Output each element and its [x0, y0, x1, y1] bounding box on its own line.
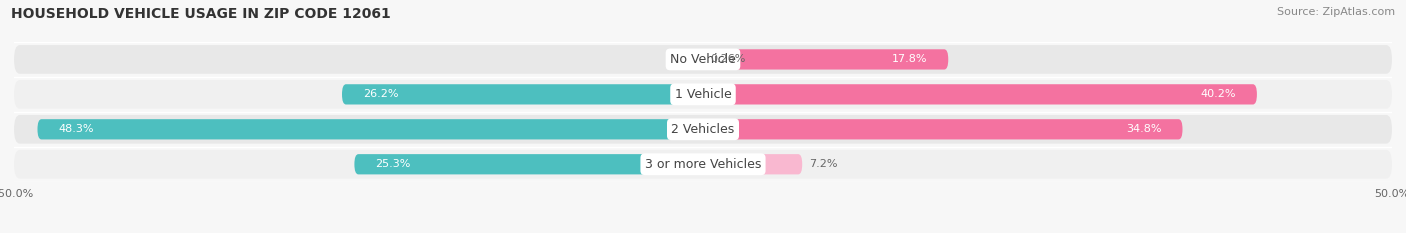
FancyBboxPatch shape — [342, 84, 703, 105]
FancyBboxPatch shape — [703, 84, 1257, 105]
Text: 0.26%: 0.26% — [710, 55, 745, 64]
Text: 25.3%: 25.3% — [375, 159, 411, 169]
Text: 7.2%: 7.2% — [808, 159, 838, 169]
Text: 26.2%: 26.2% — [363, 89, 398, 99]
Text: 34.8%: 34.8% — [1126, 124, 1161, 134]
Text: 3 or more Vehicles: 3 or more Vehicles — [645, 158, 761, 171]
FancyBboxPatch shape — [14, 115, 1392, 144]
Text: Source: ZipAtlas.com: Source: ZipAtlas.com — [1277, 7, 1395, 17]
Text: HOUSEHOLD VEHICLE USAGE IN ZIP CODE 12061: HOUSEHOLD VEHICLE USAGE IN ZIP CODE 1206… — [11, 7, 391, 21]
Text: No Vehicle: No Vehicle — [671, 53, 735, 66]
Text: 17.8%: 17.8% — [891, 55, 928, 64]
FancyBboxPatch shape — [699, 49, 703, 69]
Text: 2 Vehicles: 2 Vehicles — [672, 123, 734, 136]
FancyBboxPatch shape — [703, 119, 1182, 139]
FancyBboxPatch shape — [703, 49, 948, 69]
FancyBboxPatch shape — [14, 150, 1392, 179]
FancyBboxPatch shape — [14, 45, 1392, 74]
Text: 48.3%: 48.3% — [58, 124, 94, 134]
FancyBboxPatch shape — [38, 119, 703, 139]
FancyBboxPatch shape — [703, 154, 803, 174]
FancyBboxPatch shape — [354, 154, 703, 174]
Text: 40.2%: 40.2% — [1201, 89, 1236, 99]
FancyBboxPatch shape — [14, 80, 1392, 109]
Text: 1 Vehicle: 1 Vehicle — [675, 88, 731, 101]
